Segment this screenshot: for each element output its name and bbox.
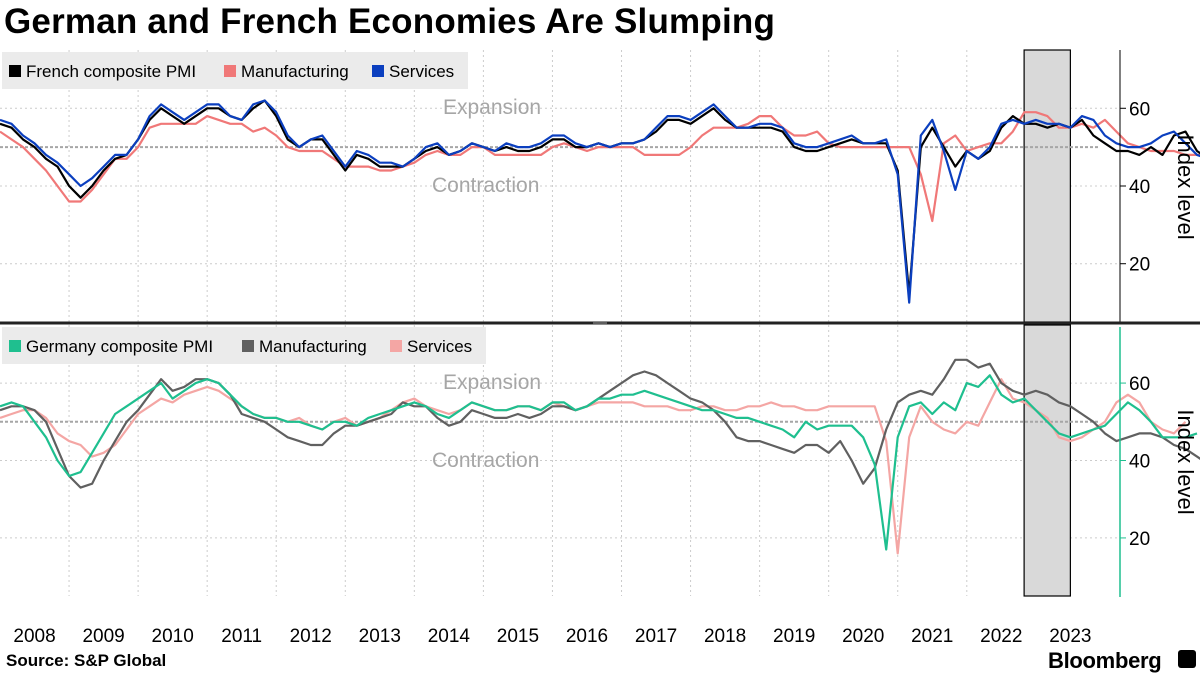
fr-line-fr_services — [0, 99, 1200, 304]
x-axis-label-2009: 2009 — [82, 626, 124, 647]
legend-swatch-germany-services — [390, 340, 402, 352]
de-line-de_manufacturing — [0, 358, 1200, 489]
germany-horizontal-gridlines — [0, 382, 1120, 539]
source-note: Source: S&P Global — [6, 651, 167, 670]
de-line-de_services — [0, 378, 1187, 555]
bloomberg-logo: Bloomberg — [1048, 648, 1162, 673]
x-axis-year-labels: 2008 2009 2010 2011 2012 2013 2014 2015 2016 2017… — [13, 626, 1091, 647]
x-axis-label-2011: 2011 — [221, 626, 262, 647]
x-axis-label-2020: 2020 — [842, 626, 884, 647]
x-axis-label-2015: 2015 — [497, 626, 539, 647]
germany-series-lines — [0, 358, 1200, 555]
france-y-ticks: 20 40 60 — [1120, 99, 1150, 276]
x-axis-label-2008: 2008 — [13, 626, 55, 647]
legend-germany-services: Services — [407, 337, 472, 356]
x-axis-label-2018: 2018 — [704, 626, 746, 647]
fr-ytick-label: 20 — [1129, 255, 1150, 276]
france-shaded-period — [1023, 49, 1071, 323]
legend-germany-manufacturing: Manufacturing — [259, 337, 367, 356]
bloomberg-mark-icon — [1178, 650, 1196, 668]
fr-ytick-label: 60 — [1129, 99, 1150, 120]
germany-y-ticks: 20 40 60 — [1120, 374, 1150, 550]
germany-vertical-gridlines — [68, 325, 1037, 596]
germany-y-axis-label: Index level — [1173, 409, 1198, 514]
germany-shaded-period — [1023, 324, 1071, 597]
legend-swatch-french-composite — [9, 65, 21, 77]
x-axis-label-2017: 2017 — [635, 626, 677, 647]
fr-line-fr_manufacturing — [0, 111, 1200, 223]
legend-swatch-french-services — [372, 65, 384, 77]
x-axis-label-2019: 2019 — [773, 626, 815, 647]
legend-french-services: Services — [389, 62, 454, 81]
france-horizontal-gridlines — [0, 107, 1120, 265]
de-line-de_composite — [0, 374, 1198, 551]
de-ytick-label: 60 — [1129, 374, 1150, 395]
legend-french-manufacturing: Manufacturing — [241, 62, 349, 81]
de-ytick-label: 20 — [1129, 529, 1150, 550]
x-axis-label-2016: 2016 — [566, 626, 608, 647]
germany-panel: Expansion Contraction 20 40 60 Index level… — [0, 324, 1200, 597]
france-y-axis-label: Index level — [1173, 134, 1198, 239]
germany-expansion-label: Expansion — [443, 371, 541, 394]
france-panel: Expansion Contraction 20 40 60 Index level… — [0, 49, 1200, 323]
chart-title: German and French Economies Are Slumping — [4, 2, 776, 41]
legend-french-composite: French composite PMI — [26, 62, 196, 81]
fr-line-fr_composite — [0, 99, 1200, 296]
fr-ytick-label: 40 — [1129, 177, 1150, 198]
legend-germany-composite: Germany composite PMI — [26, 337, 213, 356]
x-axis-label-2012: 2012 — [290, 626, 332, 647]
x-axis-label-2014: 2014 — [428, 626, 471, 647]
legend-swatch-french-manufacturing — [224, 65, 236, 77]
de-ytick-label: 40 — [1129, 452, 1150, 473]
france-contraction-label: Contraction — [432, 174, 539, 197]
x-axis-label-2023: 2023 — [1049, 626, 1091, 647]
x-axis-label-2013: 2013 — [359, 626, 401, 647]
legend-swatch-germany-composite — [9, 340, 21, 352]
x-axis-label-2010: 2010 — [152, 626, 194, 647]
france-expansion-label: Expansion — [443, 96, 541, 119]
germany-contraction-label: Contraction — [432, 449, 539, 472]
france-series-lines — [0, 99, 1200, 304]
legend-swatch-germany-manufacturing — [242, 340, 254, 352]
x-axis-label-2021: 2021 — [911, 626, 953, 647]
x-axis-label-2022: 2022 — [980, 626, 1022, 647]
